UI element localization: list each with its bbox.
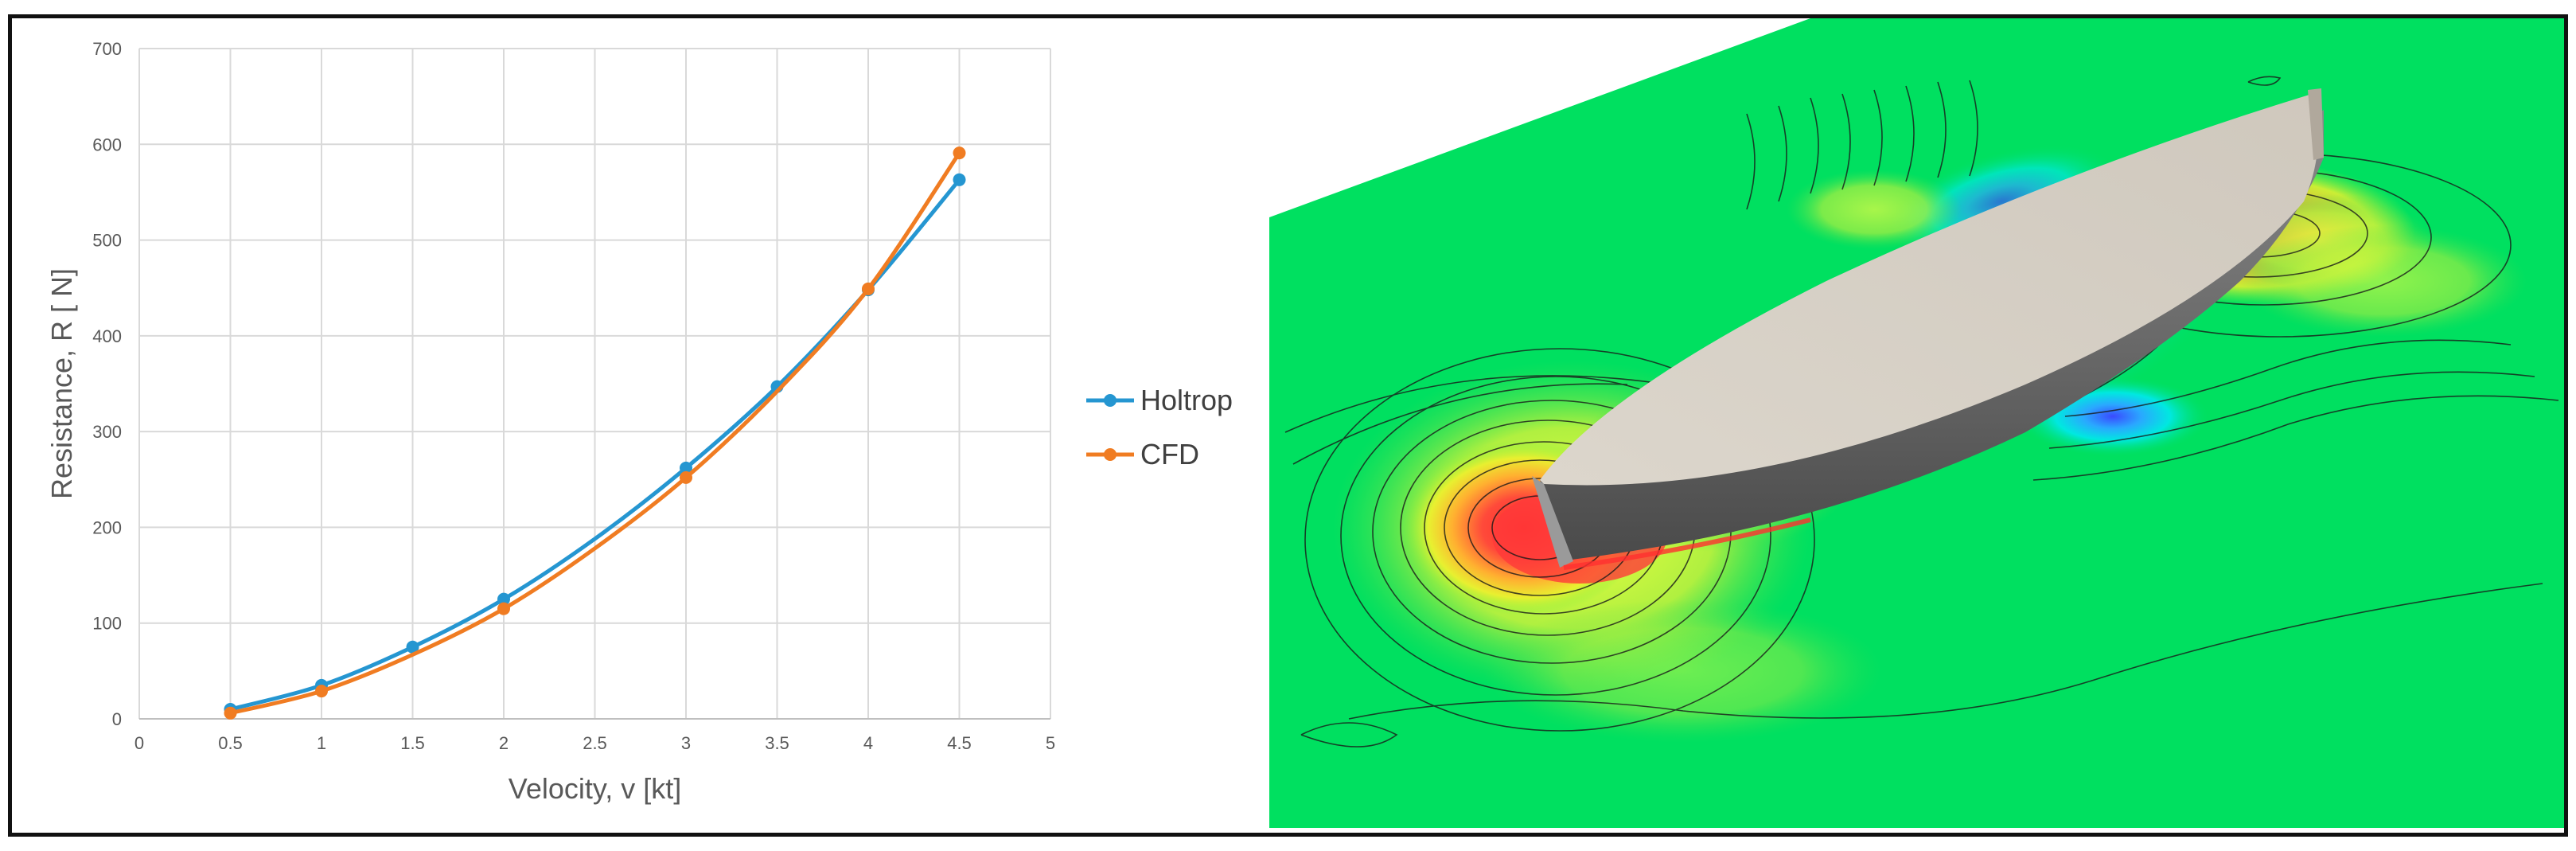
legend-marker-cfd bbox=[1104, 448, 1117, 461]
x-tick-label: 3 bbox=[681, 733, 691, 753]
data-point-holtrop bbox=[680, 461, 692, 474]
y-tick-label: 400 bbox=[92, 326, 122, 346]
chart-legend: Holtrop CFD bbox=[1086, 384, 1233, 470]
data-point-holtrop bbox=[406, 640, 419, 654]
series-line-cfd bbox=[229, 151, 961, 716]
x-tick-label: 1 bbox=[317, 733, 326, 753]
data-point-cfd bbox=[862, 282, 875, 295]
resistance-chart: 0 0.5 1 1.5 2 2.5 3 3.5 4 4.5 5 0 100 200 300 400 500 600… bbox=[45, 39, 1233, 805]
y-axis-title: Resistance, R [ N] bbox=[45, 268, 78, 499]
y-tick-label: 700 bbox=[92, 39, 122, 59]
x-axis-title: Velocity, v [kt] bbox=[509, 772, 681, 805]
data-point-cfd bbox=[224, 706, 237, 720]
x-tick-label: 2.5 bbox=[583, 733, 607, 753]
x-tick-label: 4 bbox=[863, 733, 873, 753]
legend-marker-holtrop bbox=[1104, 394, 1117, 407]
x-tick-label: 5 bbox=[1046, 733, 1055, 753]
chart-gridlines bbox=[138, 48, 1051, 720]
x-tick-label: 4.5 bbox=[947, 733, 972, 753]
chart-tick-labels: 0 0.5 1 1.5 2 2.5 3 3.5 4 4.5 5 0 100 200 300 400 500 600… bbox=[92, 39, 1055, 753]
figure-frame bbox=[8, 14, 2568, 837]
data-point-holtrop bbox=[953, 173, 966, 186]
y-tick-label: 0 bbox=[112, 709, 122, 729]
x-tick-label: 0.5 bbox=[218, 733, 243, 753]
ship-hull bbox=[1532, 88, 2324, 570]
x-tick-label: 2 bbox=[499, 733, 509, 753]
y-tick-label: 600 bbox=[92, 135, 122, 154]
legend-label-holtrop: Holtrop bbox=[1140, 384, 1233, 416]
y-tick-label: 500 bbox=[92, 231, 122, 251]
data-point-cfd bbox=[680, 470, 692, 484]
data-point-cfd bbox=[315, 685, 328, 698]
data-point-cfd bbox=[497, 602, 510, 615]
chart-series bbox=[224, 146, 966, 720]
x-tick-label: 3.5 bbox=[765, 733, 789, 753]
x-tick-label: 0 bbox=[134, 733, 144, 753]
y-tick-label: 300 bbox=[92, 422, 122, 442]
cfd-wave-render bbox=[1269, 18, 2564, 828]
y-tick-label: 200 bbox=[92, 517, 122, 537]
y-tick-label: 100 bbox=[92, 614, 122, 634]
data-point-holtrop bbox=[497, 592, 510, 606]
x-tick-label: 1.5 bbox=[400, 733, 425, 753]
data-point-cfd bbox=[953, 146, 966, 160]
legend-label-cfd: CFD bbox=[1140, 438, 1199, 470]
